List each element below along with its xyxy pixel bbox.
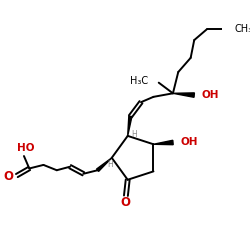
Text: H₃C: H₃C [130,76,148,86]
Text: O: O [120,196,130,209]
Polygon shape [128,116,132,136]
Polygon shape [173,93,195,97]
Text: O: O [4,170,14,183]
Polygon shape [154,140,173,145]
Text: HO: HO [17,143,34,153]
Text: H: H [107,160,113,170]
Text: CH₃: CH₃ [234,24,250,34]
Text: OH: OH [201,90,219,100]
Polygon shape [96,158,112,172]
Text: OH: OH [180,136,198,146]
Text: H: H [131,130,137,140]
